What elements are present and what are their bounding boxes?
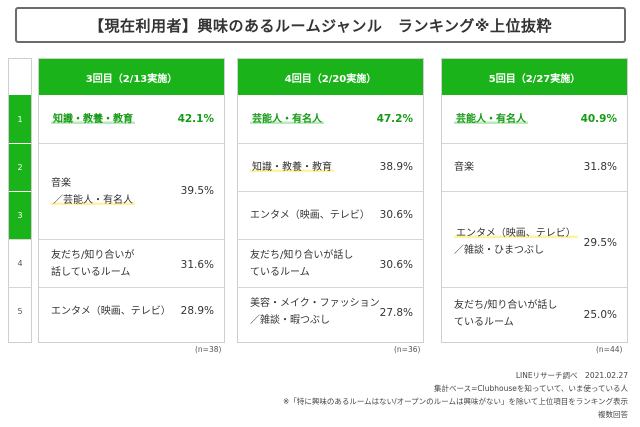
row-divider xyxy=(39,287,224,288)
rank-3: 3 xyxy=(9,191,31,239)
panel-header: 5回目（2/27実施） xyxy=(442,59,627,95)
item-value: 38.9% xyxy=(379,161,413,173)
item-label: 友だち/知り合いが 話しているルーム xyxy=(51,250,135,278)
row-divider xyxy=(442,191,627,192)
item-value: 40.9% xyxy=(580,113,617,125)
item-value: 25.0% xyxy=(583,309,617,321)
row-divider xyxy=(39,143,224,144)
row-divider xyxy=(238,191,423,192)
row-divider xyxy=(238,239,423,240)
chart-title: 【現在利用者】興味のあるルームジャンル ランキング※上位抜粋 xyxy=(15,7,626,43)
sample-size-label: (n=38) xyxy=(195,345,222,354)
item-label: エンタメ（映画、テレビ） xyxy=(250,210,370,221)
item-label: 芸能人・有名人 xyxy=(250,114,324,125)
row-divider xyxy=(238,287,423,288)
item-value: 30.6% xyxy=(379,259,413,271)
row-divider xyxy=(442,143,627,144)
exclusion-note: ※「特に興味のあるルームはない/オープンのルームは興味がない」を除いて上位項目を… xyxy=(283,397,628,406)
row-divider xyxy=(238,143,423,144)
item-label: 知識・教養・教育 xyxy=(250,162,334,173)
item-label: 友だち/知り合いが話し ているルーム xyxy=(454,300,558,328)
item-value: 39.5% xyxy=(180,185,214,197)
item-label: 友だち/知り合いが話し ているルーム xyxy=(250,250,354,278)
item-value: 30.6% xyxy=(379,209,413,221)
sample-size-label: (n=36) xyxy=(394,345,421,354)
base-note: 集計ベース=Clubhouseを知っていて、いま使っている人 xyxy=(433,384,628,393)
panel-round-3: 3回目（2/13実施） 知識・教養・教育 42.1% 音楽 ／芸能人・有名人 3… xyxy=(38,58,225,343)
item-label: 美容・メイク・ファッション ／雑談・暇つぶし xyxy=(250,298,380,326)
item-label: エンタメ（映画、テレビ） ／雑談・ひまつぶし xyxy=(454,228,578,256)
panel-round-5: 5回目（2/27実施） 芸能人・有名人 40.9% 音楽 31.8% エンタメ（… xyxy=(441,58,628,343)
row-divider xyxy=(39,239,224,240)
item-value: 47.2% xyxy=(376,113,413,125)
item-label: 音楽 xyxy=(454,162,474,173)
item-value: 27.8% xyxy=(379,307,413,319)
panel-header: 4回目（2/20実施） xyxy=(238,59,423,95)
item-value: 29.5% xyxy=(583,237,617,249)
item-label: 音楽 ／芸能人・有名人 xyxy=(51,178,135,206)
item-value: 42.1% xyxy=(177,113,214,125)
item-value: 31.6% xyxy=(180,259,214,271)
rank-1: 1 xyxy=(9,95,31,143)
row-divider xyxy=(442,287,627,288)
item-value: 31.8% xyxy=(583,161,617,173)
rank-5: 5 xyxy=(9,287,31,335)
sample-size-label: (n=44) xyxy=(596,345,623,354)
item-value: 28.9% xyxy=(180,305,214,317)
rank-2: 2 xyxy=(9,143,31,191)
multiple-answer-note: 複数回答 xyxy=(598,410,628,419)
item-label: 芸能人・有名人 xyxy=(454,114,528,125)
rank-column: 1 2 3 4 5 xyxy=(8,58,32,343)
source-note: LINEリサーチ調べ 2021.02.27 xyxy=(515,371,628,380)
item-label: 知識・教養・教育 xyxy=(51,114,135,125)
item-label: エンタメ（映画、テレビ） xyxy=(51,306,171,317)
rank-4: 4 xyxy=(9,239,31,287)
panel-round-4: 4回目（2/20実施） 芸能人・有名人 47.2% 知識・教養・教育 38.9%… xyxy=(237,58,424,343)
panel-header: 3回目（2/13実施） xyxy=(39,59,224,95)
